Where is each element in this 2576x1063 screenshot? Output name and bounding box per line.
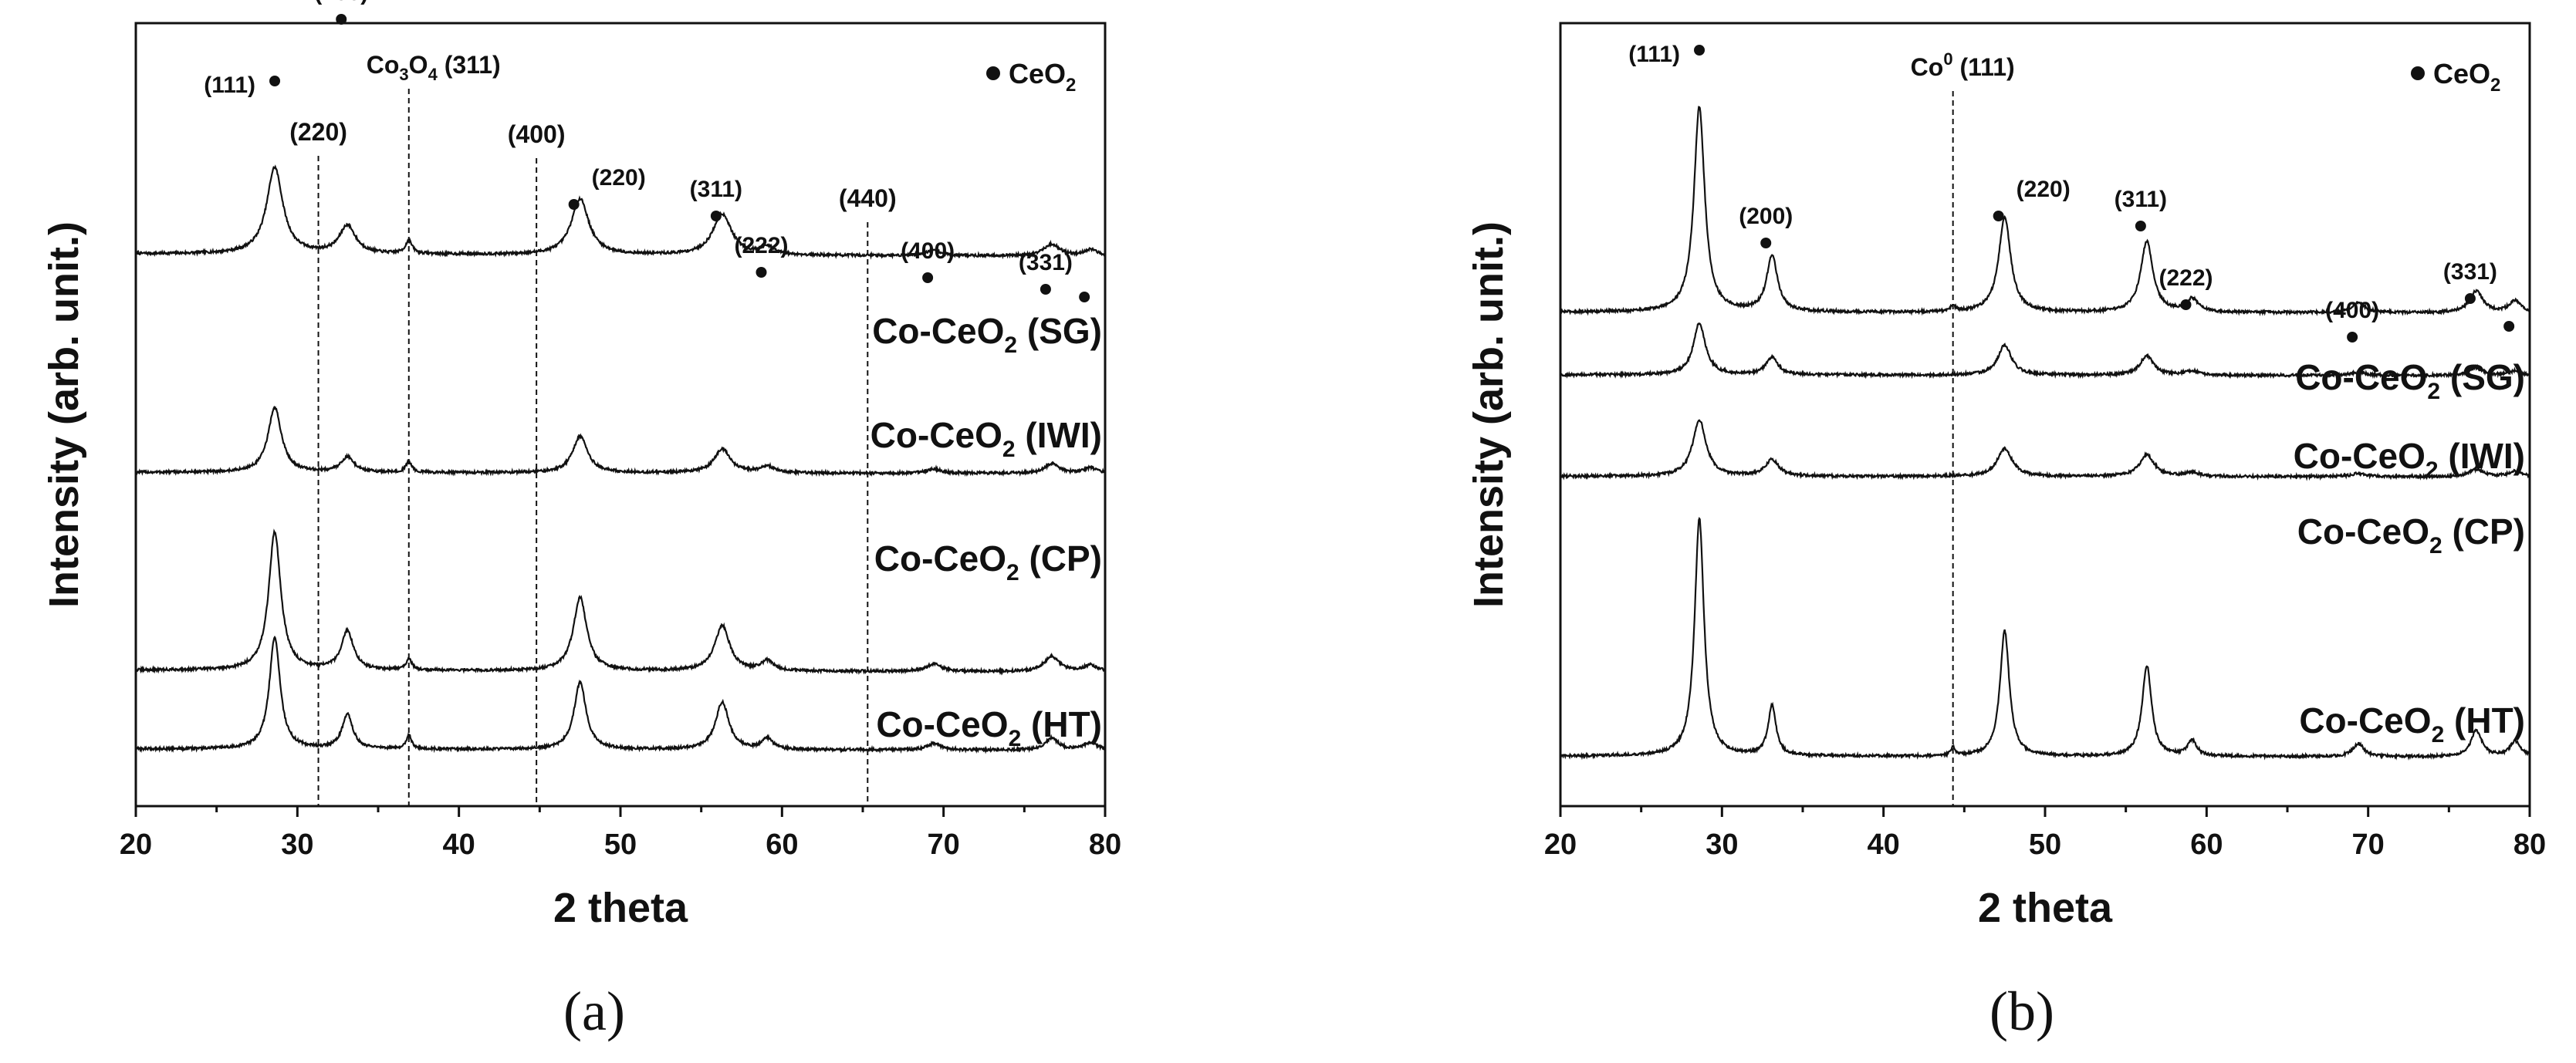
peak-label: (331) <box>2443 259 2497 285</box>
peak-marker <box>2180 299 2192 310</box>
series-label: Co-CeO2 (HT) <box>876 704 1102 751</box>
x-tick-label: 60 <box>2190 828 2223 861</box>
peak-marker <box>336 14 347 25</box>
chart-panel-a: 20 30 40 50 60 70 80 2 theta Intensity (arb. uni… <box>41 0 1121 1042</box>
series-line <box>135 528 1106 676</box>
peak-label: (111) <box>204 73 255 98</box>
series-line <box>1560 106 2530 317</box>
legend: CeO2 <box>2411 58 2500 96</box>
x-tick-label: 60 <box>766 828 798 861</box>
reference-line-label: Co3O4 (311) <box>367 51 501 84</box>
peak-label: (222) <box>2158 265 2213 291</box>
x-tick-label: 40 <box>1868 828 1900 861</box>
peak-label: (220) <box>2017 177 2071 202</box>
peak-label: (200) <box>1739 204 1793 229</box>
series-label: Co-CeO2 (IWI) <box>870 415 1102 462</box>
peak-marker <box>922 272 934 283</box>
legend-label: CeO2 <box>1009 58 1076 96</box>
peak-label: (220) <box>592 165 646 191</box>
x-tick-label: 30 <box>1706 828 1738 861</box>
peak-marker <box>1040 284 1051 295</box>
y-axis-label: Intensity (arb. unit.) <box>1465 221 1512 608</box>
x-axis-label: 2 theta <box>553 885 688 931</box>
series-label: Co-CeO2 (CP) <box>2297 511 2525 558</box>
peak-marker <box>2464 293 2476 304</box>
legend-label: CeO2 <box>2433 58 2500 96</box>
peak-marker <box>1079 292 1090 302</box>
legend-marker <box>2411 66 2425 80</box>
peak-label: (400) <box>2325 298 2379 323</box>
peak-marker <box>568 199 580 210</box>
series-line <box>1560 322 2530 380</box>
series-line <box>134 164 1107 260</box>
panel-caption: (b) <box>1989 980 2054 1042</box>
panel-caption: (a) <box>563 980 625 1042</box>
peak-marker <box>1993 211 2004 221</box>
reference-line-label: (440) <box>839 184 897 212</box>
x-tick-label: 50 <box>604 828 637 861</box>
series-line <box>135 405 1106 478</box>
series-line <box>1559 419 2530 481</box>
series-label: Co-CeO2 (IWI) <box>2294 436 2525 483</box>
x-tick-label: 40 <box>443 828 475 861</box>
legend-marker <box>986 66 1000 80</box>
series-label: Co-CeO2 (HT) <box>2299 700 2525 747</box>
x-tick-label: 20 <box>120 828 152 861</box>
peak-label: (331) <box>1019 250 1073 275</box>
series-label: Co-CeO2 (SG) <box>2295 357 2525 404</box>
reference-line-label: (400) <box>508 120 566 148</box>
legend: CeO2 <box>986 58 1076 96</box>
series-label: Co-CeO2 (SG) <box>872 311 1102 358</box>
series-line <box>1559 516 2530 761</box>
x-tick-label: 80 <box>1089 828 1121 861</box>
peak-marker <box>710 211 722 221</box>
peak-marker <box>2347 332 2358 343</box>
reference-line-label: Co0 (111) <box>1911 49 2015 81</box>
x-tick-label: 30 <box>281 828 313 861</box>
peak-marker <box>1694 45 1706 56</box>
peak-marker <box>269 76 281 86</box>
peak-label: (222) <box>734 233 788 258</box>
series-line <box>135 635 1107 754</box>
y-axis-label: Intensity (arb. unit.) <box>41 221 87 608</box>
x-tick-label: 70 <box>2352 828 2385 861</box>
series-label: Co-CeO2 (CP) <box>874 538 1102 585</box>
peak-label: (311) <box>690 177 742 202</box>
x-axis-label: 2 theta <box>1978 885 2113 931</box>
peak-label: (111) <box>1628 42 1680 67</box>
x-tick-label: 80 <box>2513 828 2546 861</box>
reference-line-label: (220) <box>289 118 347 146</box>
peak-marker <box>756 267 767 278</box>
peak-marker <box>2503 321 2515 332</box>
x-tick-label: 20 <box>1544 828 1577 861</box>
peak-label: (311) <box>2115 187 2167 212</box>
peak-marker <box>2135 221 2146 231</box>
x-tick-label: 70 <box>928 828 960 861</box>
chart-panel-b: 20 30 40 50 60 70 80 2 theta Intensity (arb. uni… <box>1465 22 2546 1042</box>
plot-frame <box>1559 22 2531 808</box>
peak-label: (400) <box>901 238 955 264</box>
peak-marker <box>1760 238 1772 248</box>
peak-label: (200) <box>314 0 368 5</box>
x-tick-label: 50 <box>2029 828 2061 861</box>
